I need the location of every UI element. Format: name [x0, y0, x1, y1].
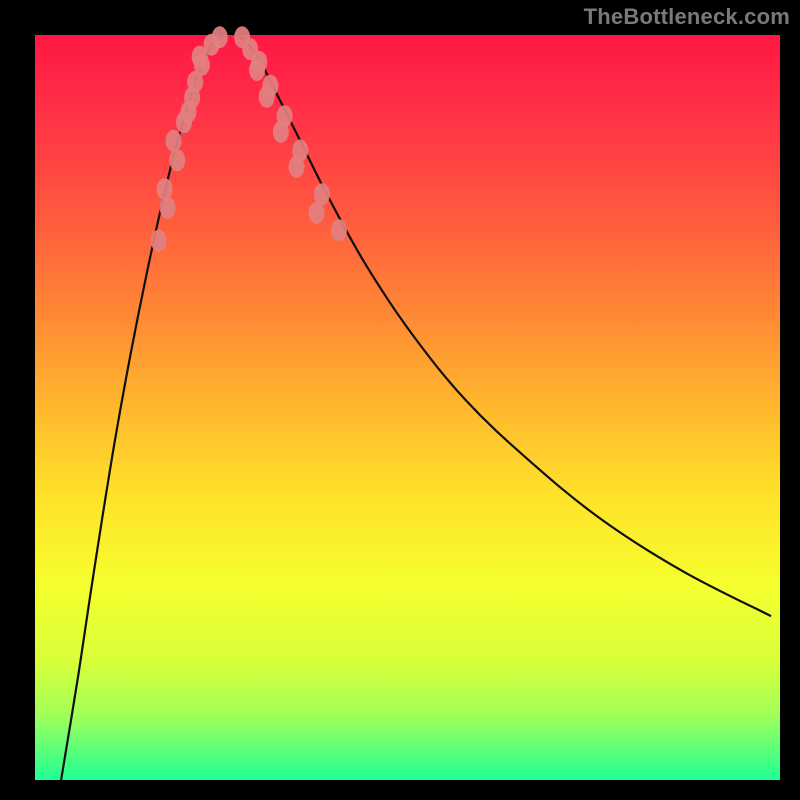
chart-curve-layer — [35, 35, 780, 780]
marker-right-9 — [289, 156, 305, 178]
marker-right-11 — [309, 202, 325, 224]
curve-left — [61, 35, 223, 780]
marker-group — [151, 26, 347, 251]
marker-left-1 — [160, 197, 176, 219]
marker-left-3 — [169, 149, 185, 171]
marker-left-4 — [166, 130, 182, 152]
marker-left-7 — [180, 101, 196, 123]
watermark-text: TheBottleneck.com — [584, 4, 790, 30]
marker-left-0 — [151, 230, 167, 252]
marker-right-7 — [273, 121, 289, 143]
marker-left-2 — [157, 178, 173, 200]
chart-plot-area — [35, 35, 780, 780]
marker-right-3 — [249, 59, 265, 81]
marker-left-12 — [212, 26, 228, 48]
marker-right-12 — [331, 219, 347, 241]
curve-right — [238, 35, 771, 616]
marker-right-5 — [259, 86, 275, 108]
